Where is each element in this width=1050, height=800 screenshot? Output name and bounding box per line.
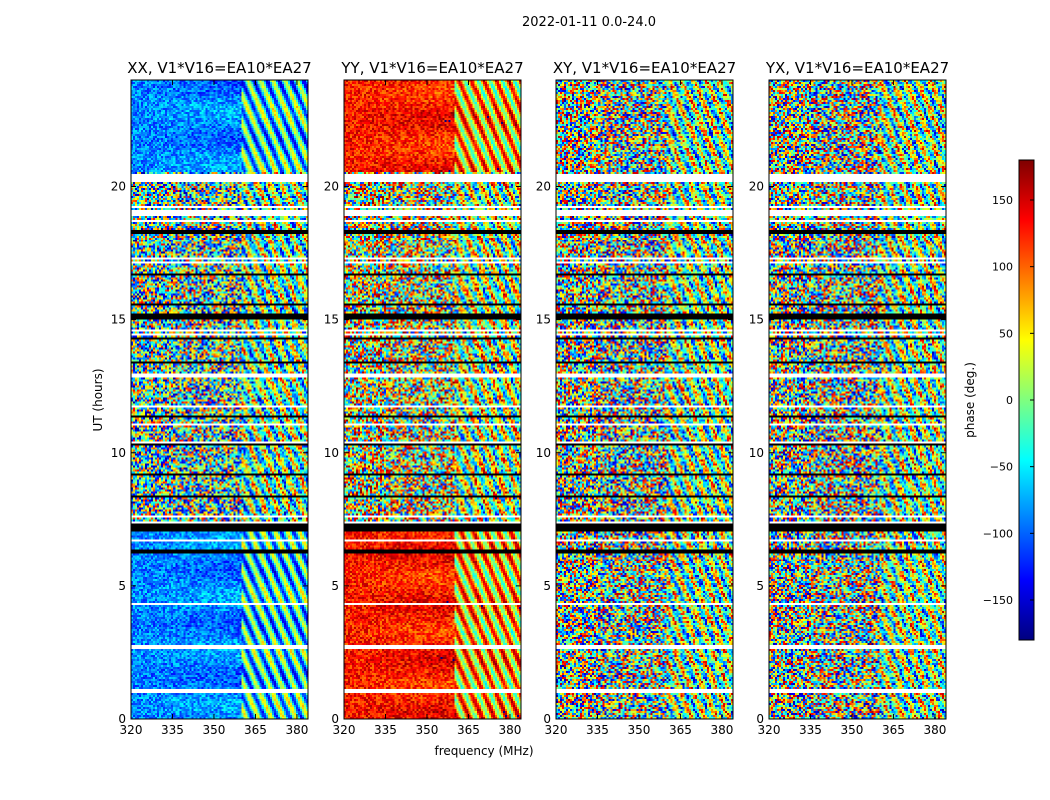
colorbar: 150 100 50 0 −50 −100 −150 phase (deg.) bbox=[963, 159, 1035, 641]
panel-frame bbox=[130, 79, 309, 720]
x-tick-label: 380 bbox=[498, 723, 521, 737]
x-tick-label: 335 bbox=[161, 723, 184, 737]
x-tick-label: 350 bbox=[628, 723, 651, 737]
x-tick-label: 380 bbox=[923, 723, 946, 737]
panel-title: XY, V1*V16=EA10*EA27 bbox=[553, 59, 736, 77]
x-tick-label: 365 bbox=[669, 723, 692, 737]
panel-frame bbox=[555, 79, 734, 720]
colorbar-tick-label: 150 bbox=[992, 194, 1013, 207]
x-tick-label: 365 bbox=[882, 723, 905, 737]
y-tick-label: 0 bbox=[331, 712, 339, 726]
x-tick-label: 350 bbox=[841, 723, 864, 737]
x-tick-label: 320 bbox=[758, 723, 781, 737]
panel-frame bbox=[768, 79, 947, 720]
y-axis-label: UT (hours) bbox=[91, 368, 105, 431]
figure-suptitle: 2022-01-11 0.0-24.0 bbox=[522, 15, 656, 30]
x-tick-label: 320 bbox=[120, 723, 143, 737]
y-tick-label: 10 bbox=[536, 446, 551, 460]
y-tick-label: 5 bbox=[543, 579, 551, 593]
y-tick-label: 5 bbox=[756, 579, 764, 593]
panel-frame bbox=[343, 79, 522, 720]
panel-1: YY, V1*V16=EA10*EA27 320 335 350 365 380 0 5 10 1… bbox=[324, 59, 524, 737]
x-tick-label: 335 bbox=[799, 723, 822, 737]
x-tick-label: 350 bbox=[203, 723, 226, 737]
heatmap-image-2 bbox=[556, 80, 733, 719]
colorbar-tick-label: −50 bbox=[990, 461, 1013, 474]
panels-group: XX, V1*V16=EA10*EA27 320 335 350 365 380 0 5 10 1… bbox=[111, 59, 949, 737]
colorbar-tick-label: 50 bbox=[999, 327, 1013, 340]
colorbar-label: phase (deg.) bbox=[963, 362, 977, 438]
colorbar-tick-label: −100 bbox=[983, 527, 1013, 540]
colorbar-tick-label: 100 bbox=[992, 261, 1013, 274]
y-tick-label: 15 bbox=[324, 313, 339, 327]
heatmap-image-1 bbox=[344, 80, 521, 719]
x-tick-label: 320 bbox=[545, 723, 568, 737]
y-tick-label: 10 bbox=[111, 446, 126, 460]
y-tick-label: 20 bbox=[111, 180, 126, 194]
colorbar-ticks: 150 100 50 0 −50 −100 −150 bbox=[983, 194, 1034, 607]
y-tick-label: 10 bbox=[749, 446, 764, 460]
x-tick-label: 320 bbox=[333, 723, 356, 737]
heatmap-image-3 bbox=[769, 80, 946, 719]
panel-2: XY, V1*V16=EA10*EA27 320 335 350 365 380 0 5 10 1… bbox=[536, 59, 736, 737]
x-tick-label: 365 bbox=[457, 723, 480, 737]
y-tick-label: 0 bbox=[756, 712, 764, 726]
y-tick-label: 0 bbox=[118, 712, 126, 726]
y-tick-label: 15 bbox=[749, 313, 764, 327]
panel-title: YX, V1*V16=EA10*EA27 bbox=[765, 59, 949, 77]
colorbar-tick-label: −150 bbox=[983, 594, 1013, 607]
colorbar-tick-label: 0 bbox=[1006, 394, 1013, 407]
y-tick-label: 20 bbox=[536, 180, 551, 194]
y-tick-label: 20 bbox=[749, 180, 764, 194]
panel-0: XX, V1*V16=EA10*EA27 320 335 350 365 380 0 5 10 1… bbox=[111, 59, 312, 737]
y-tick-label: 15 bbox=[536, 313, 551, 327]
x-tick-label: 380 bbox=[285, 723, 308, 737]
y-tick-label: 10 bbox=[324, 446, 339, 460]
y-tick-label: 0 bbox=[543, 712, 551, 726]
panel-3: YX, V1*V16=EA10*EA27 320 335 350 365 380 0 5 10 1… bbox=[749, 59, 949, 737]
x-tick-label: 335 bbox=[374, 723, 397, 737]
y-tick-label: 15 bbox=[111, 313, 126, 327]
y-tick-label: 5 bbox=[331, 579, 339, 593]
y-tick-label: 20 bbox=[324, 180, 339, 194]
panel-title: XX, V1*V16=EA10*EA27 bbox=[127, 59, 311, 77]
x-tick-label: 350 bbox=[416, 723, 439, 737]
heatmap-image-0 bbox=[131, 80, 308, 719]
x-axis-label: frequency (MHz) bbox=[434, 744, 533, 758]
x-tick-label: 335 bbox=[586, 723, 609, 737]
x-tick-label: 380 bbox=[710, 723, 733, 737]
panel-title: YY, V1*V16=EA10*EA27 bbox=[340, 59, 523, 77]
y-tick-label: 5 bbox=[118, 579, 126, 593]
x-tick-label: 365 bbox=[244, 723, 267, 737]
